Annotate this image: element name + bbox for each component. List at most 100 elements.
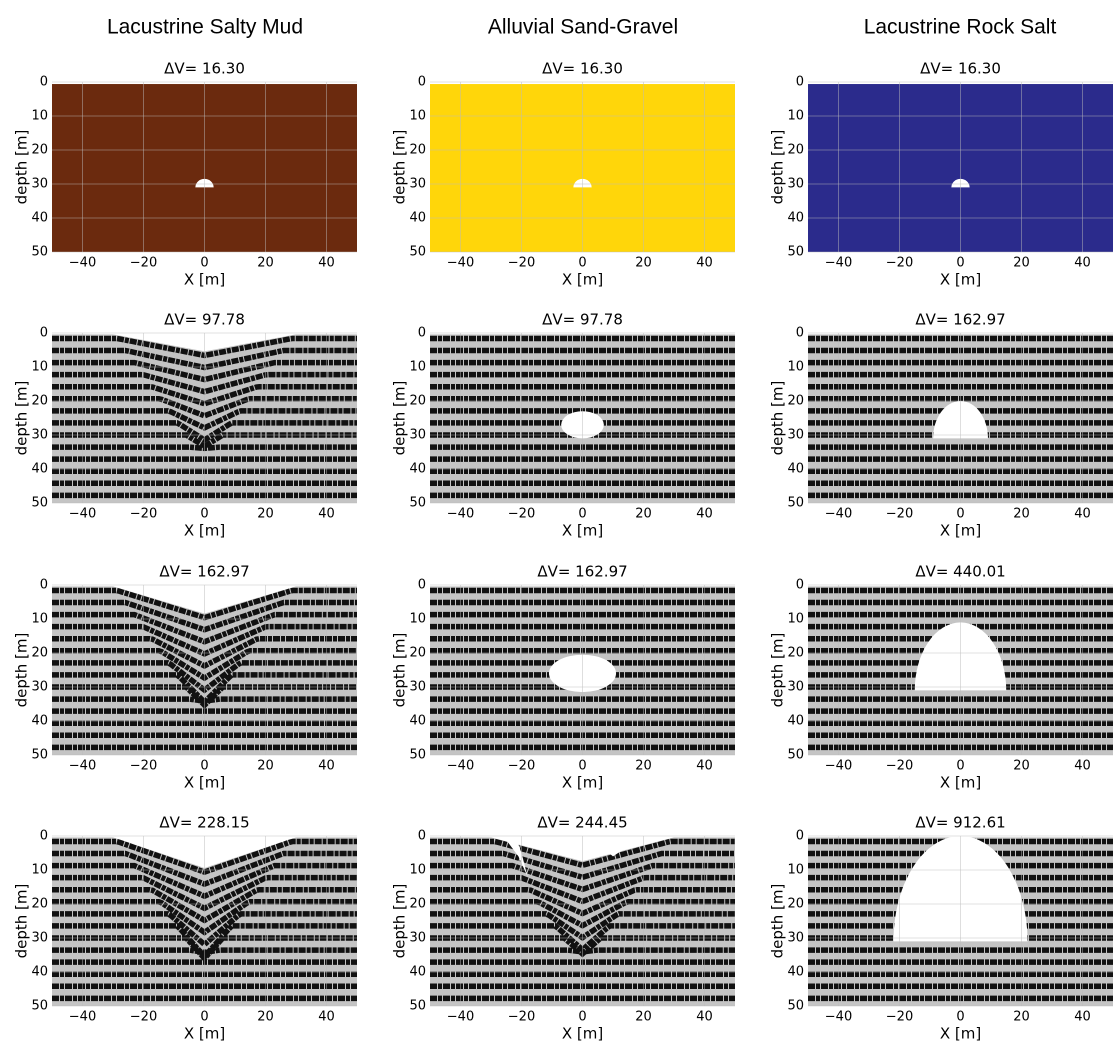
y-tick-label: 20 — [409, 394, 426, 409]
y-axis-label: depth [m] — [13, 884, 31, 959]
y-tick-label: 50 — [409, 496, 426, 511]
layer-band — [430, 850, 735, 881]
y-tick-label: 10 — [787, 109, 804, 124]
y-tick-label: 10 — [787, 612, 804, 627]
y-axis-label: depth [m] — [391, 884, 409, 959]
panel-title: ΔV= 228.15 — [159, 814, 249, 832]
layer-band — [52, 396, 357, 419]
y-tick-label: 10 — [409, 612, 426, 627]
x-tick-label: 40 — [1074, 759, 1091, 774]
x-tick-label: 20 — [1013, 507, 1030, 522]
x-tick-label: −40 — [447, 507, 474, 522]
x-tick-label: 40 — [1074, 507, 1091, 522]
y-tick-label: 10 — [409, 109, 426, 124]
y-tick-label: 10 — [787, 863, 804, 878]
x-tick-label: 20 — [1013, 256, 1030, 271]
panel-title: ΔV= 16.30 — [920, 60, 1001, 78]
y-tick-label: 30 — [409, 177, 426, 192]
y-tick-label: 50 — [787, 245, 804, 260]
y-tick-label: 10 — [409, 863, 426, 878]
x-tick-label: 20 — [257, 507, 274, 522]
x-tick-label: −40 — [447, 759, 474, 774]
y-axis-label: depth [m] — [769, 884, 787, 959]
x-tick-label: 40 — [1074, 256, 1091, 271]
y-tick-label: 40 — [409, 462, 426, 477]
x-tick-label: 0 — [956, 507, 964, 522]
y-tick-label: 20 — [31, 143, 48, 158]
y-axis-label: depth [m] — [769, 633, 787, 708]
x-tick-label: 40 — [318, 256, 335, 271]
y-tick-label: 50 — [787, 999, 804, 1014]
y-tick-label: 0 — [418, 75, 426, 90]
x-tick-label: −40 — [69, 1010, 96, 1025]
x-tick-label: 20 — [635, 507, 652, 522]
x-tick-label: −20 — [508, 256, 535, 271]
y-tick-label: 30 — [787, 680, 804, 695]
x-tick-label: 0 — [956, 759, 964, 774]
layer-band — [52, 672, 357, 707]
y-axis-label: depth [m] — [391, 130, 409, 205]
y-tick-label: 0 — [418, 578, 426, 593]
x-tick-label: −40 — [447, 1010, 474, 1025]
x-axis-label: X [m] — [562, 774, 603, 792]
x-tick-label: 0 — [578, 507, 586, 522]
y-tick-label: 30 — [31, 177, 48, 192]
x-axis-label: X [m] — [940, 1025, 981, 1043]
y-tick-label: 40 — [409, 211, 426, 226]
y-tick-label: 20 — [409, 143, 426, 158]
y-tick-label: 30 — [31, 680, 48, 695]
y-tick-label: 20 — [31, 646, 48, 661]
x-axis-label: X [m] — [184, 774, 225, 792]
y-axis-label: depth [m] — [13, 130, 31, 205]
y-tick-label: 20 — [787, 143, 804, 158]
y-tick-label: 40 — [31, 714, 48, 729]
x-axis-label: X [m] — [562, 271, 603, 289]
x-tick-label: −40 — [825, 507, 852, 522]
y-tick-label: 50 — [31, 748, 48, 763]
cavity — [594, 836, 632, 857]
y-tick-label: 40 — [31, 462, 48, 477]
x-tick-label: 40 — [318, 507, 335, 522]
y-tick-label: 10 — [31, 612, 48, 627]
y-tick-label: 50 — [31, 496, 48, 511]
y-tick-label: 0 — [40, 326, 48, 341]
x-tick-label: 40 — [318, 1010, 335, 1025]
panel-title: ΔV= 97.78 — [542, 311, 623, 329]
y-tick-label: 40 — [409, 965, 426, 980]
x-tick-label: −40 — [447, 256, 474, 271]
y-tick-label: 30 — [409, 931, 426, 946]
y-tick-label: 30 — [787, 428, 804, 443]
x-tick-label: 0 — [200, 507, 208, 522]
x-tick-label: −20 — [130, 759, 157, 774]
x-tick-label: 40 — [318, 759, 335, 774]
y-tick-label: 50 — [787, 748, 804, 763]
panel-title: ΔV= 244.45 — [537, 814, 627, 832]
y-tick-label: 50 — [31, 245, 48, 260]
x-tick-label: −20 — [508, 1010, 535, 1025]
x-tick-label: 0 — [956, 1010, 964, 1025]
x-tick-label: 0 — [578, 759, 586, 774]
y-tick-label: 50 — [409, 748, 426, 763]
panel-title: ΔV= 162.97 — [915, 311, 1005, 329]
y-tick-label: 40 — [787, 462, 804, 477]
x-tick-label: 20 — [257, 256, 274, 271]
panel — [808, 836, 1113, 1006]
column-title: Alluvial Sand-Gravel — [488, 16, 678, 39]
x-tick-label: 20 — [635, 256, 652, 271]
y-tick-label: 40 — [787, 714, 804, 729]
y-tick-label: 20 — [787, 646, 804, 661]
x-tick-label: −20 — [886, 759, 913, 774]
panel-title: ΔV= 16.30 — [164, 60, 245, 78]
x-tick-label: 40 — [696, 507, 713, 522]
x-tick-label: 0 — [956, 256, 964, 271]
x-tick-label: 0 — [200, 759, 208, 774]
y-tick-label: 0 — [40, 75, 48, 90]
y-tick-label: 20 — [409, 646, 426, 661]
y-tick-label: 10 — [31, 360, 48, 375]
layer-band — [52, 383, 357, 407]
y-tick-label: 40 — [31, 965, 48, 980]
x-tick-label: −20 — [508, 507, 535, 522]
y-axis-label: depth [m] — [13, 633, 31, 708]
y-tick-label: 30 — [31, 931, 48, 946]
